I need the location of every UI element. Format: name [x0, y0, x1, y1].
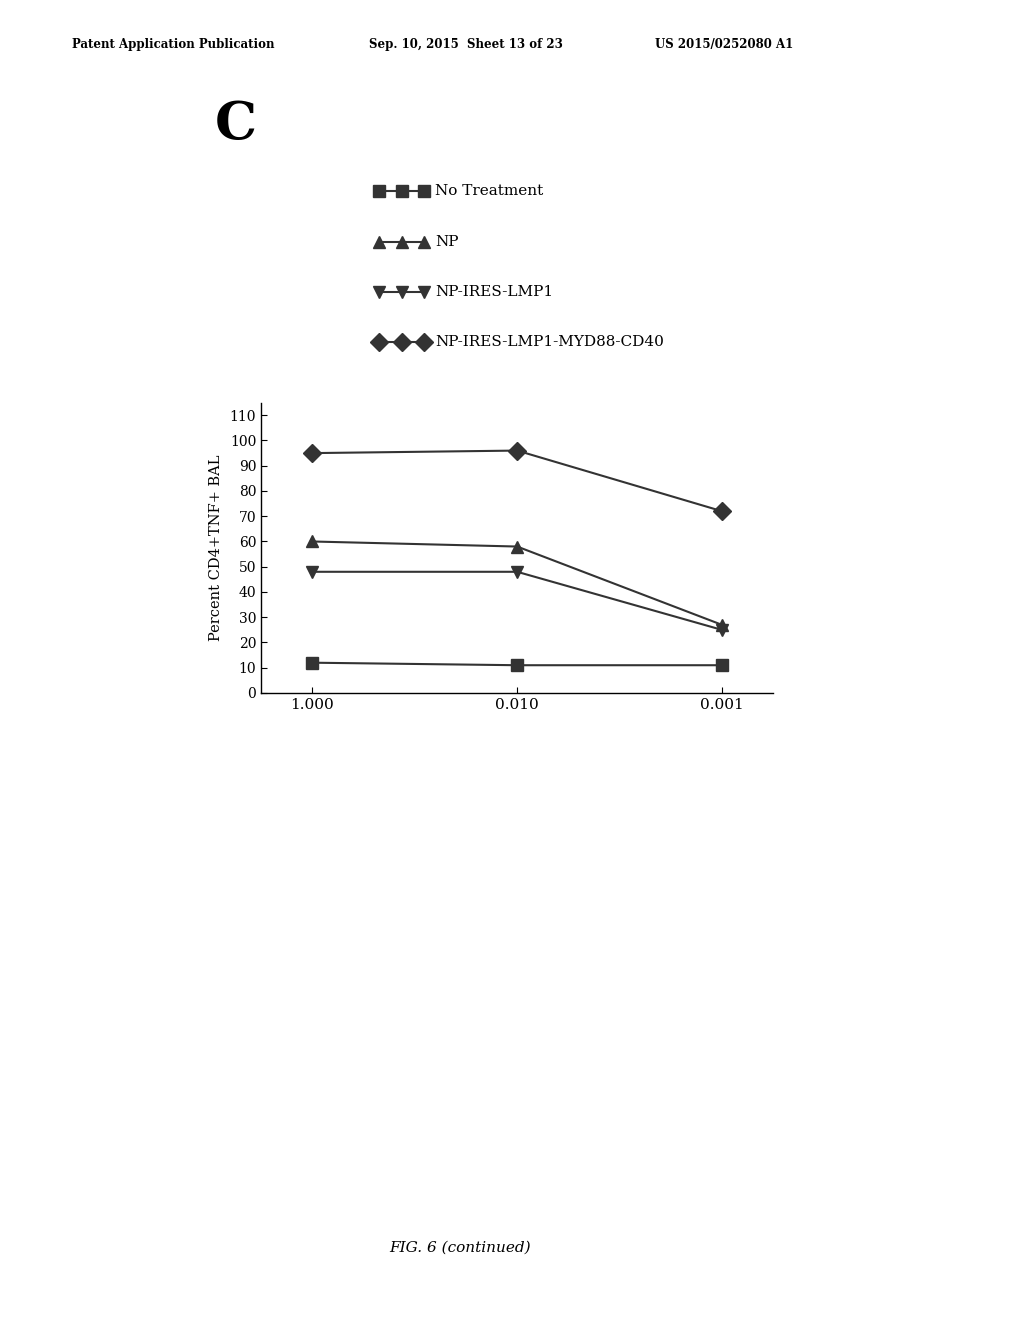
- Text: NP-IRES-LMP1-MYD88-CD40: NP-IRES-LMP1-MYD88-CD40: [435, 335, 665, 348]
- Text: Sep. 10, 2015  Sheet 13 of 23: Sep. 10, 2015 Sheet 13 of 23: [369, 37, 562, 50]
- Text: NP-IRES-LMP1: NP-IRES-LMP1: [435, 285, 553, 298]
- Text: US 2015/0252080 A1: US 2015/0252080 A1: [655, 37, 794, 50]
- Text: Patent Application Publication: Patent Application Publication: [72, 37, 274, 50]
- Y-axis label: Percent CD4+TNF+ BAL: Percent CD4+TNF+ BAL: [209, 454, 223, 642]
- Text: C: C: [215, 99, 257, 149]
- Text: No Treatment: No Treatment: [435, 185, 544, 198]
- Text: FIG. 6 (continued): FIG. 6 (continued): [389, 1241, 530, 1254]
- Text: NP: NP: [435, 235, 459, 248]
